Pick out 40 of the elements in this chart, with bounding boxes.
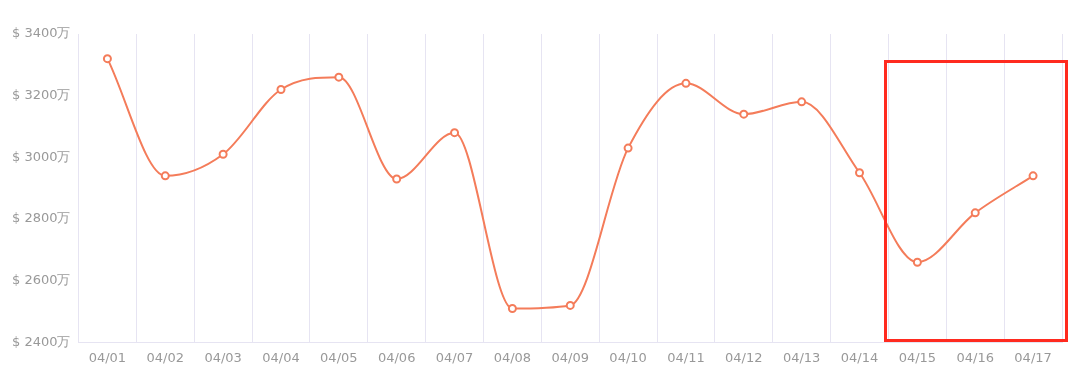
point	[160, 171, 170, 181]
x-tick-label: 04/08	[493, 349, 532, 365]
point	[450, 128, 460, 138]
y-tick-label: $ 2600万	[11, 272, 71, 288]
point	[970, 208, 980, 218]
x-tick-label: 04/10	[609, 349, 647, 365]
point	[681, 78, 691, 88]
x-tick-label: 04/07	[435, 349, 474, 365]
y-tick-label: $ 3400万	[11, 25, 71, 41]
point	[102, 54, 112, 64]
x-tick-label: 04/01	[88, 349, 127, 365]
x-tick-label: 04/13	[782, 349, 821, 365]
x-tick-label: 04/11	[667, 349, 705, 365]
point	[1028, 171, 1038, 181]
x-tick-label: 04/14	[840, 349, 879, 365]
point	[507, 303, 517, 313]
point	[855, 168, 865, 178]
point	[334, 72, 344, 82]
x-tick-label: 04/12	[725, 349, 763, 365]
point	[739, 109, 749, 119]
point	[623, 143, 633, 153]
x-tick-label: 04/02	[146, 349, 184, 365]
x-tick-label: 04/16	[956, 349, 994, 365]
x-tick-label: 04/04	[262, 349, 300, 365]
y-tick-label: $ 2400万	[11, 333, 71, 349]
x-tick-label: 04/09	[551, 349, 589, 365]
point	[565, 300, 575, 310]
x-tick-label: 04/06	[377, 349, 416, 365]
point	[797, 97, 807, 107]
point	[218, 149, 228, 159]
point	[912, 257, 922, 267]
y-tick-label: $ 2800万	[11, 210, 71, 226]
x-tick-label: 04/03	[204, 349, 242, 365]
point	[392, 174, 402, 184]
point	[276, 85, 286, 95]
x-tick-label: 04/05	[320, 349, 358, 365]
y-tick-label: $ 3200万	[11, 87, 71, 103]
y-tick-label: $ 3000万	[11, 148, 71, 164]
x-tick-label: 04/17	[1014, 349, 1052, 365]
x-tick-label: 04/15	[898, 349, 937, 365]
